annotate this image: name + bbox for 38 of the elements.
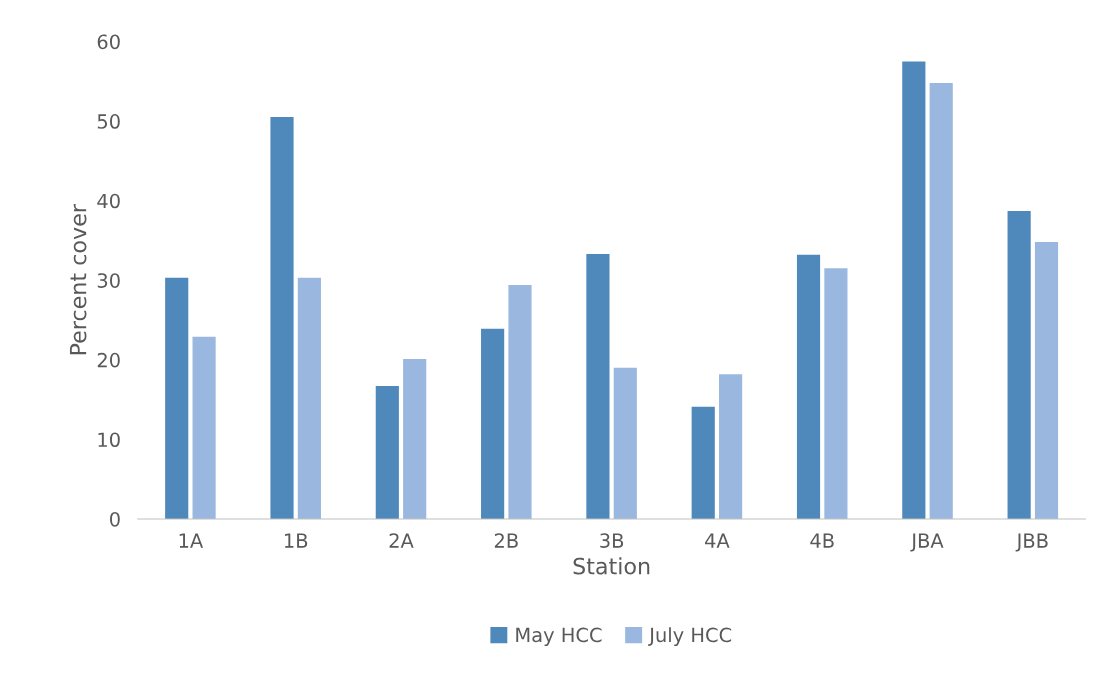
bar: [375, 386, 399, 519]
bar: [586, 254, 610, 519]
x-tick-label: 2A: [389, 533, 414, 548]
x-tick-label: 4A: [705, 533, 730, 548]
x-tick-label: 3B: [600, 533, 624, 548]
y-tick-label: 20: [97, 352, 120, 368]
x-tick-label: 2B: [494, 533, 518, 548]
bar: [192, 336, 216, 519]
bar: [719, 374, 743, 519]
bar: [403, 359, 427, 519]
bar: [691, 406, 715, 519]
bar: [481, 328, 505, 519]
bar: [270, 117, 294, 519]
bar: [929, 82, 953, 519]
y-tick-label: 50: [97, 114, 120, 129]
bar: [796, 254, 821, 519]
y-tick-label: 10: [98, 432, 120, 448]
bar: [508, 285, 532, 519]
x-axis-title: Station: [573, 557, 650, 575]
y-tick-label: 60: [97, 34, 120, 50]
legend-label: May HCC: [516, 627, 602, 647]
bar: [297, 277, 321, 519]
y-tick-label: 30: [97, 273, 120, 288]
x-tick-label: JBA: [910, 533, 944, 552]
y-tick-label: 0: [109, 511, 120, 527]
bar: [613, 367, 637, 519]
y-axis-title: Percent cover: [69, 204, 87, 355]
bar: [1034, 242, 1059, 519]
bar: [824, 268, 848, 519]
bar: [902, 61, 926, 519]
bar: [1007, 211, 1031, 519]
x-tick-label: JBB: [1015, 533, 1048, 552]
y-tick-label: 40: [97, 193, 120, 209]
bar: [165, 277, 189, 519]
x-tick-label: 1B: [284, 533, 308, 548]
x-tick-label: 1A: [179, 533, 204, 548]
x-tick-label: 4B: [810, 533, 834, 548]
legend-label: July HCC: [648, 627, 732, 647]
